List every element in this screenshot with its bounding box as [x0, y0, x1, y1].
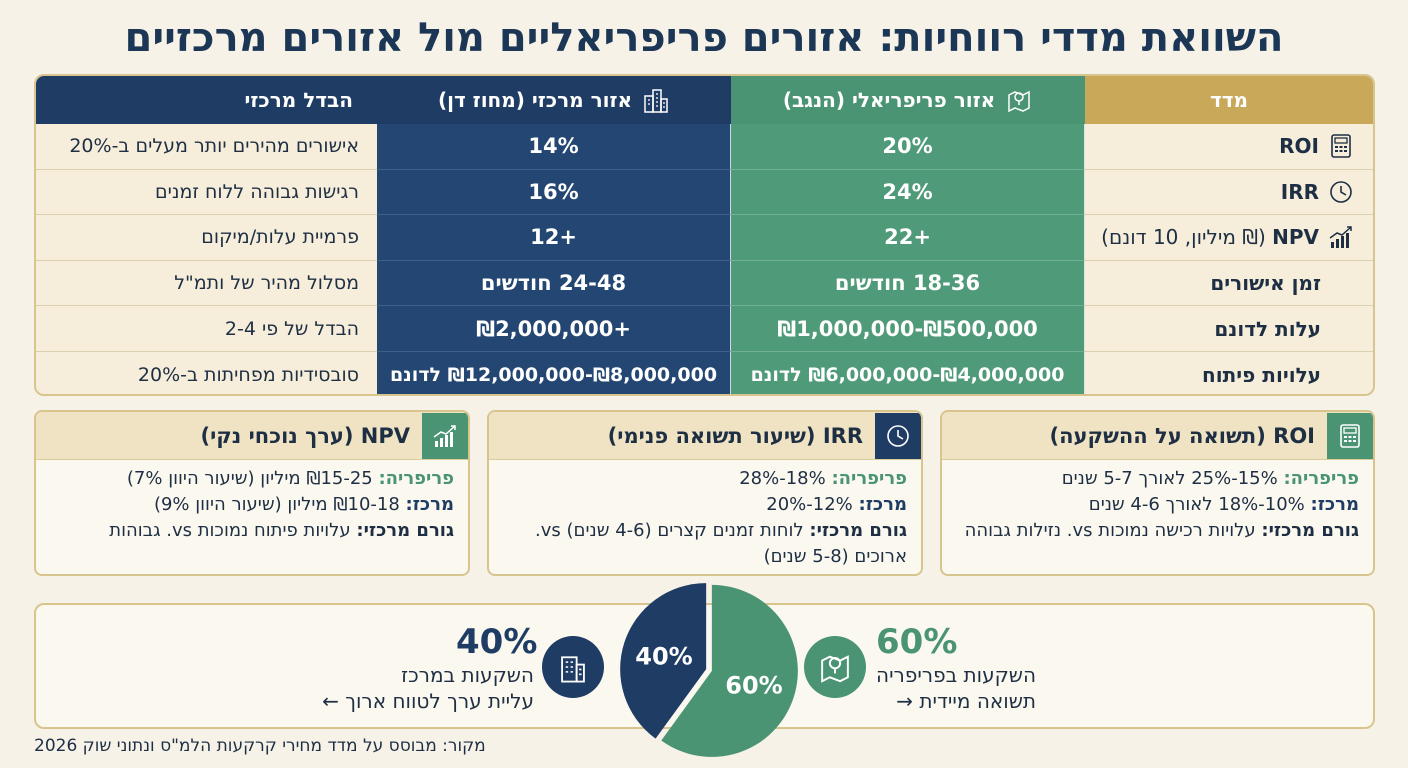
center-value: 14%	[377, 124, 731, 170]
periphery-value: 24%	[731, 169, 1085, 216]
metric-label: ROI	[1279, 134, 1319, 159]
metric-label: NPV (₪ מיליון, 10 דונם)	[1101, 225, 1319, 250]
roi-card-header: ROI (תשואה על ההשקעה)	[942, 412, 1373, 460]
center-value: 24-48 חודשים	[377, 260, 731, 307]
clock-icon	[1327, 178, 1355, 206]
metric-label: IRR	[1280, 179, 1319, 204]
diff-text: אישורים מהירים יותר מעלים ב-20%	[36, 124, 377, 170]
periphery-percent: 60%	[876, 622, 958, 662]
header-center-label: אזור מרכזי (מחוז דן)	[437, 88, 633, 112]
metric-label: זמן אישורים	[1210, 271, 1321, 296]
row-metric: עלות לדונם	[1085, 306, 1373, 352]
center-value: 16%	[377, 169, 731, 216]
header-center: אזור מרכזי (מחוז דן)	[377, 76, 731, 124]
irr-card-title: IRR (שיעור תשואה פנימי)	[607, 423, 863, 448]
periphery-value: ₪500,000-₪1,000,000	[731, 306, 1085, 352]
periphery-value: +22	[731, 215, 1085, 261]
map-pin-icon	[804, 636, 866, 698]
center-desc: השקעות במרכז עליית ערך לטווח ארוך ←	[322, 663, 534, 713]
row-metric: NPV (₪ מיליון, 10 דונם)	[1085, 215, 1373, 261]
growth-chart-icon	[1327, 223, 1355, 251]
allocation-pie-chart: 60% 40%	[620, 583, 798, 757]
periphery-desc: השקעות בפריפריה תשואה מיידית →	[876, 663, 1037, 713]
npv-card-title: NPV (ערך נוכחי נקי)	[200, 423, 411, 448]
center-value: ₪8,000,000-₪12,000,000 לדונם	[377, 351, 731, 394]
calculator-icon	[1327, 412, 1373, 459]
buildings-icon	[542, 636, 604, 698]
calculator-icon	[1327, 132, 1355, 160]
row-metric: עלויות פיתוח	[1085, 351, 1373, 394]
metric-label: עלויות פיתוח	[1202, 362, 1321, 387]
header-periphery: אזור פריפריאלי (הנגב)	[731, 76, 1085, 124]
map-pin-icon	[1005, 86, 1033, 114]
periphery-value: ₪4,000,000-₪6,000,000 לדונם	[731, 351, 1085, 394]
comparison-table: מדד אזור פריפריאלי (הנגב) אזור מרכזי (מח…	[34, 74, 1375, 396]
row-metric: IRR	[1085, 169, 1373, 216]
irr-card: IRR (שיעור תשואה פנימי) פריפריה: 18%-28%…	[487, 410, 923, 576]
header-metric: מדד	[1085, 76, 1373, 124]
growth-chart-icon	[422, 412, 468, 459]
diff-text: סובסידיות מפחיתות ב-20%	[36, 351, 377, 394]
irr-card-header: IRR (שיעור תשואה פנימי)	[489, 412, 921, 460]
center-value: +₪2,000,000	[377, 306, 731, 352]
row-metric: זמן אישורים	[1085, 260, 1373, 307]
roi-card-body: פריפריה: 15%-25% לאורך 5-7 שנים מרכז: 10…	[964, 468, 1359, 541]
source-note: מקור: מבוסס על מדד מחירי קרקעות הלמ"ס ונ…	[34, 736, 486, 756]
npv-card-body: פריפריה: ₪15-25 מיליון (שיעור היוון 7%) …	[109, 468, 454, 541]
clock-icon	[875, 412, 921, 459]
metric-label: עלות לדונם	[1214, 316, 1321, 341]
center-percent: 40%	[456, 622, 538, 662]
periphery-value: 20%	[731, 124, 1085, 170]
roi-card: ROI (תשואה על ההשקעה) פריפריה: 15%-25% ל…	[940, 410, 1375, 576]
buildings-icon	[642, 86, 670, 114]
pie-slice-periphery	[661, 584, 798, 757]
diff-text: רגישות גבוהה ללוח זמנים	[36, 169, 377, 216]
diff-text: מסלול מהיר של ותמ"ל	[36, 260, 377, 307]
npv-card-header: NPV (ערך נוכחי נקי)	[36, 412, 468, 460]
irr-card-body: פריפריה: 18%-28% מרכז: 12%-20% גורם מרכז…	[535, 468, 907, 567]
center-value: +12	[377, 215, 731, 261]
roi-card-title: ROI (תשואה על ההשקעה)	[1049, 423, 1315, 448]
pie-slice-center	[620, 583, 707, 739]
npv-card: NPV (ערך נוכחי נקי) פריפריה: ₪15-25 מילי…	[34, 410, 470, 576]
periphery-value: 18-36 חודשים	[731, 260, 1085, 307]
pie-label-center: 40%	[635, 642, 692, 670]
header-diff: הבדל מרכזי	[36, 76, 377, 124]
pie-label-periphery: 60%	[725, 672, 782, 700]
page-title: השוואת מדדי רווחיות: אזורים פריפריאליים …	[124, 15, 1284, 61]
header-periphery-label: אזור פריפריאלי (הנגב)	[782, 88, 996, 112]
diff-text: פרמיית עלות/מיקום	[36, 215, 377, 261]
diff-text: הבדל של פי 2-4	[36, 306, 377, 352]
row-metric: ROI	[1085, 124, 1373, 170]
